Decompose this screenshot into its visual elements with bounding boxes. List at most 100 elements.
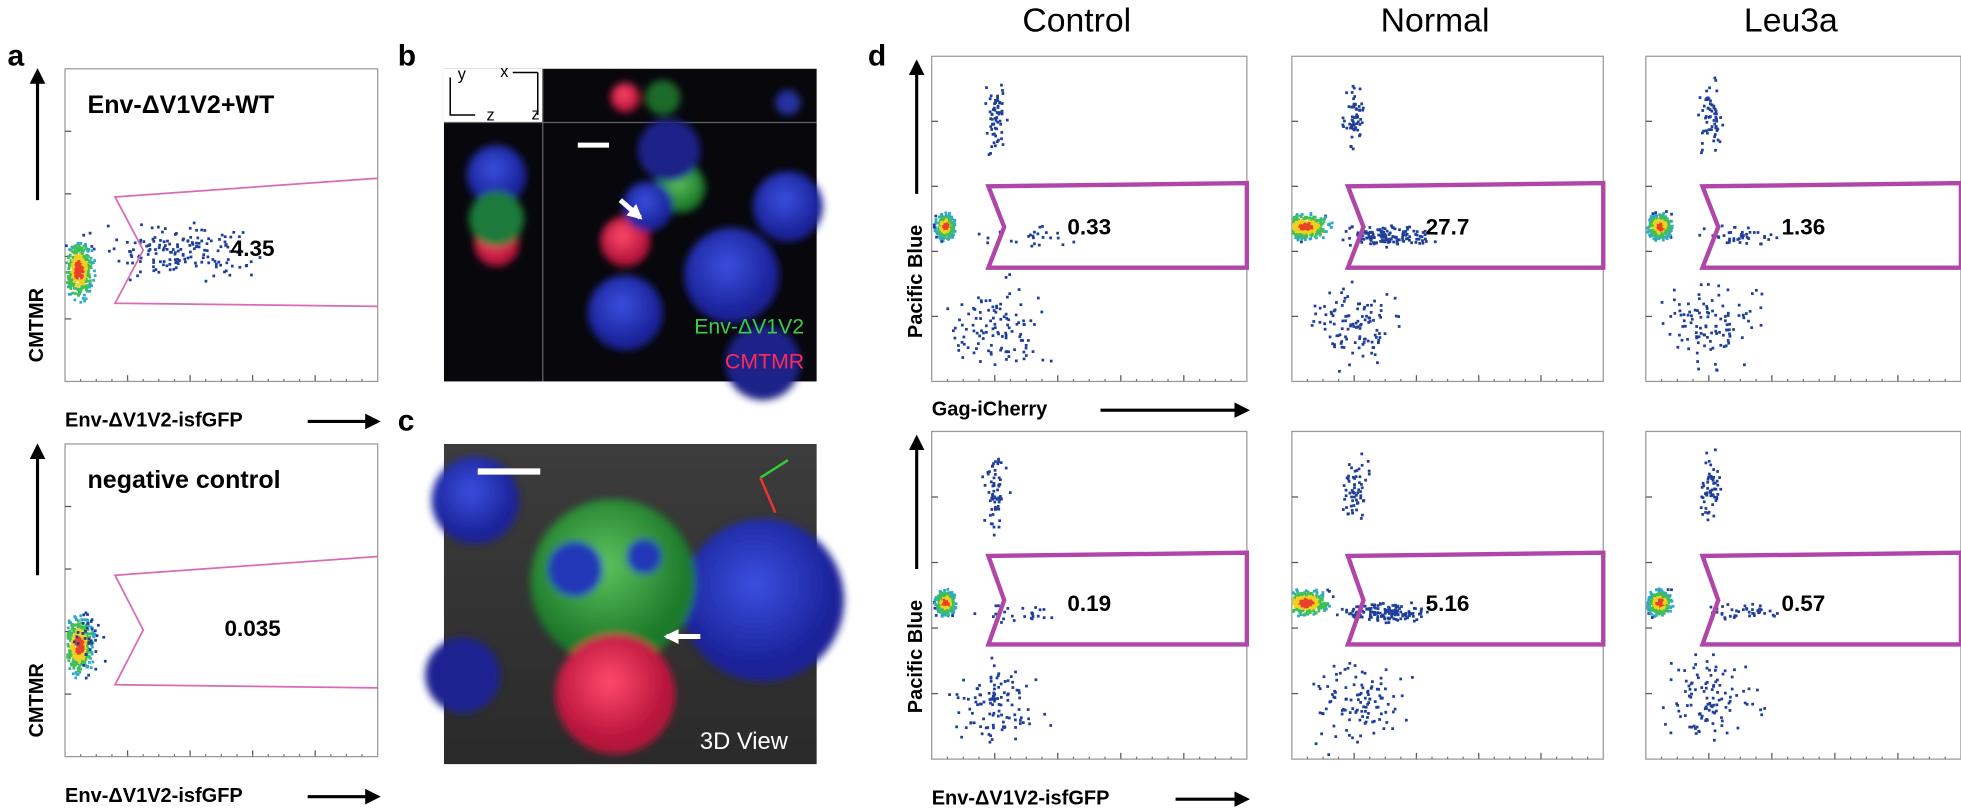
dot	[226, 245, 230, 249]
dot	[1326, 685, 1330, 688]
dot	[1345, 608, 1348, 612]
dot	[1690, 725, 1694, 729]
dot	[1354, 107, 1358, 111]
dot	[1733, 668, 1736, 672]
figure-body: a4.35Env-ΔV1V2+WTCMTMREnv-ΔV1V2-isfGFP0.…	[8, 1, 1961, 809]
dot	[1367, 711, 1370, 715]
dot	[941, 215, 945, 219]
dot	[115, 238, 119, 242]
dot	[1305, 598, 1309, 601]
dot	[205, 242, 209, 246]
dot	[1710, 109, 1714, 113]
dot	[1423, 233, 1427, 236]
dot	[229, 235, 233, 239]
dot	[117, 259, 121, 263]
dot	[1327, 223, 1330, 227]
dot	[258, 256, 262, 259]
dot	[1656, 218, 1660, 222]
dot	[1305, 235, 1309, 239]
dot	[1379, 676, 1383, 680]
dot	[79, 614, 83, 618]
dot	[1303, 227, 1307, 230]
dot	[1395, 605, 1399, 609]
plot-title: negative control	[88, 466, 281, 494]
dot	[984, 102, 988, 105]
dot	[1650, 612, 1653, 616]
dot	[1666, 227, 1670, 230]
dot	[70, 278, 74, 282]
panel-label: c	[398, 405, 415, 438]
dot	[1384, 687, 1387, 691]
dot	[1662, 608, 1666, 611]
dot	[979, 317, 983, 320]
dot	[1007, 355, 1011, 358]
dot	[71, 672, 75, 676]
dot	[1338, 333, 1342, 337]
dot	[1356, 693, 1359, 697]
dot	[1294, 596, 1298, 599]
dot	[1715, 610, 1719, 614]
dot	[1742, 316, 1746, 320]
dot	[1327, 753, 1331, 756]
dot	[1655, 232, 1658, 236]
dot	[1019, 332, 1023, 336]
dot	[1689, 703, 1693, 707]
dot	[76, 271, 80, 275]
dot	[1725, 328, 1728, 332]
dot	[932, 223, 936, 227]
dot	[1409, 612, 1413, 616]
panel-label: b	[398, 39, 416, 72]
dot	[940, 233, 944, 237]
dot	[988, 499, 992, 503]
dot	[1652, 593, 1656, 597]
dot	[1657, 591, 1661, 595]
dot	[964, 327, 968, 331]
dot	[1656, 227, 1660, 230]
dot	[1702, 484, 1706, 488]
dot	[937, 598, 941, 602]
dot	[1655, 218, 1659, 221]
dot	[973, 308, 977, 311]
dot	[1713, 76, 1717, 80]
dot	[1312, 219, 1316, 223]
dot	[1332, 724, 1336, 728]
dot	[1019, 719, 1022, 722]
dot	[86, 271, 90, 275]
dot	[1355, 326, 1358, 329]
dot	[1708, 108, 1712, 111]
dot	[67, 656, 71, 659]
dot	[1692, 724, 1696, 728]
dot	[1739, 234, 1743, 238]
dot	[1687, 347, 1690, 351]
dot	[974, 317, 978, 320]
dot	[139, 270, 142, 274]
dot	[1342, 484, 1346, 487]
dot	[1350, 115, 1354, 119]
dot	[1699, 331, 1703, 335]
cell	[684, 227, 780, 323]
dot	[1356, 605, 1360, 609]
dot	[1707, 472, 1711, 476]
dot	[1031, 615, 1035, 618]
dot	[82, 244, 86, 248]
dot	[69, 653, 73, 657]
dot	[72, 628, 76, 632]
dot	[1399, 610, 1403, 614]
dot	[950, 591, 954, 594]
dot	[176, 243, 179, 247]
dot	[1704, 511, 1707, 514]
dot	[1708, 668, 1711, 672]
dot	[1332, 664, 1336, 668]
dot	[1356, 501, 1360, 505]
dot	[209, 239, 213, 243]
dot	[83, 255, 87, 259]
dot	[78, 256, 82, 259]
dot	[1654, 225, 1657, 229]
dot	[1662, 601, 1666, 605]
dot	[78, 269, 82, 273]
dot	[1687, 694, 1691, 698]
dot	[1301, 609, 1305, 612]
dot	[1737, 237, 1741, 241]
dot	[1306, 228, 1310, 231]
dot	[1318, 320, 1322, 324]
